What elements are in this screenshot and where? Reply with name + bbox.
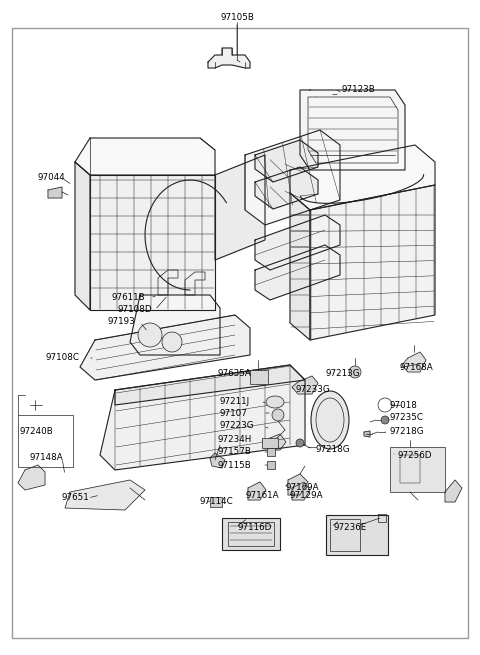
Text: 97168A: 97168A xyxy=(400,364,434,373)
Circle shape xyxy=(162,332,182,352)
Text: 97236E: 97236E xyxy=(333,523,366,531)
Text: 97169A: 97169A xyxy=(285,483,319,491)
Bar xyxy=(228,522,274,546)
Polygon shape xyxy=(100,365,305,470)
Polygon shape xyxy=(402,352,426,372)
Polygon shape xyxy=(18,465,45,490)
Bar xyxy=(267,461,275,469)
Polygon shape xyxy=(208,48,250,68)
Text: 97256D: 97256D xyxy=(398,451,432,460)
Text: 97114C: 97114C xyxy=(200,498,234,506)
Circle shape xyxy=(381,416,389,424)
Polygon shape xyxy=(264,434,286,450)
Bar xyxy=(18,415,73,467)
Text: 97018: 97018 xyxy=(390,400,418,409)
Polygon shape xyxy=(445,480,462,502)
Text: 97213G: 97213G xyxy=(326,369,360,377)
Text: 97223G: 97223G xyxy=(220,422,254,430)
Polygon shape xyxy=(255,215,340,270)
Polygon shape xyxy=(215,155,265,260)
Polygon shape xyxy=(364,431,370,437)
Text: 97123B: 97123B xyxy=(341,86,375,94)
Polygon shape xyxy=(245,130,340,225)
Text: 97218G: 97218G xyxy=(315,445,349,453)
Polygon shape xyxy=(255,245,340,300)
Text: 97193: 97193 xyxy=(108,318,136,326)
Bar xyxy=(262,438,278,448)
Polygon shape xyxy=(75,162,90,310)
Bar xyxy=(210,497,222,507)
Polygon shape xyxy=(255,167,318,209)
Polygon shape xyxy=(65,480,145,510)
Text: 97108C: 97108C xyxy=(46,354,80,362)
Text: 97218G: 97218G xyxy=(390,426,424,436)
Polygon shape xyxy=(292,376,318,394)
Text: 97157B: 97157B xyxy=(218,447,252,457)
Polygon shape xyxy=(310,185,435,340)
Polygon shape xyxy=(290,193,310,340)
Circle shape xyxy=(349,366,361,378)
Bar xyxy=(400,455,420,483)
Text: 97107: 97107 xyxy=(220,409,248,417)
Text: 97234H: 97234H xyxy=(218,434,252,443)
Text: 97115B: 97115B xyxy=(218,460,252,470)
Polygon shape xyxy=(300,90,405,170)
Bar xyxy=(326,515,388,555)
Text: 97161A: 97161A xyxy=(246,491,280,500)
Circle shape xyxy=(272,409,284,421)
Text: 97635A: 97635A xyxy=(218,369,252,377)
Bar xyxy=(267,448,275,456)
Bar xyxy=(222,518,280,550)
Circle shape xyxy=(296,439,304,447)
Text: 97240B: 97240B xyxy=(20,428,54,436)
Text: 97105B: 97105B xyxy=(220,14,254,22)
Polygon shape xyxy=(48,187,62,198)
Ellipse shape xyxy=(311,391,349,449)
Text: 97211J: 97211J xyxy=(220,398,250,407)
Ellipse shape xyxy=(266,396,284,408)
Polygon shape xyxy=(290,145,435,210)
Text: 97129A: 97129A xyxy=(290,491,324,500)
Polygon shape xyxy=(115,365,305,405)
Text: 97611B: 97611B xyxy=(112,293,145,303)
Bar xyxy=(390,447,445,492)
Polygon shape xyxy=(90,175,215,310)
Polygon shape xyxy=(255,140,318,182)
Bar xyxy=(250,370,268,384)
Text: 97044: 97044 xyxy=(38,174,66,183)
Polygon shape xyxy=(288,474,308,495)
Text: 97116D: 97116D xyxy=(238,523,272,531)
Polygon shape xyxy=(292,482,310,500)
Polygon shape xyxy=(210,453,225,468)
Text: 97108D: 97108D xyxy=(118,305,153,314)
Text: 97651: 97651 xyxy=(62,493,90,502)
Polygon shape xyxy=(248,482,266,500)
Bar xyxy=(330,519,360,551)
Circle shape xyxy=(138,323,162,347)
Text: 97233G: 97233G xyxy=(295,386,330,394)
Polygon shape xyxy=(80,315,250,380)
Text: 97235C: 97235C xyxy=(390,413,424,422)
Polygon shape xyxy=(130,295,220,355)
Polygon shape xyxy=(75,138,215,175)
Text: 97148A: 97148A xyxy=(30,453,64,462)
